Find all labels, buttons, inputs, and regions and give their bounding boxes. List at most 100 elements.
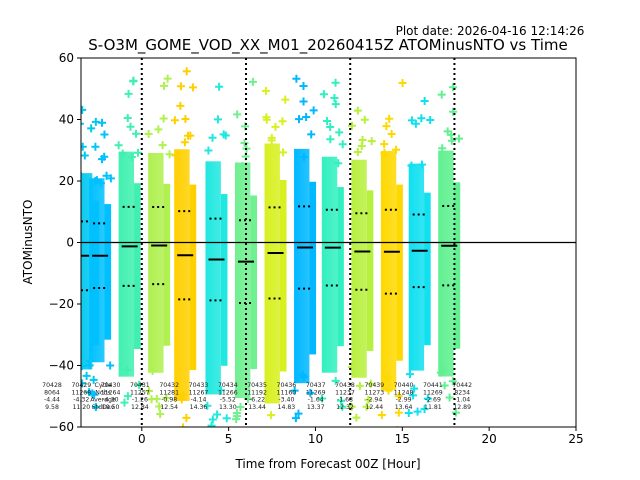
outlier-point <box>208 133 217 142</box>
outlier-point <box>426 115 435 124</box>
outlier-point <box>451 408 460 417</box>
cycle-std: 14.83 <box>278 404 296 411</box>
outlier-point <box>307 130 316 139</box>
cycle-annotation: 70440 11248 -2.99 13.64 <box>394 382 414 411</box>
outlier-point <box>156 410 165 419</box>
outlier-point <box>171 151 180 160</box>
cycle-id: 70436 <box>277 382 297 389</box>
scatter-body-secondary <box>250 195 257 370</box>
outlier-point <box>347 402 356 411</box>
scatter-body <box>408 163 425 371</box>
scatter-body <box>294 148 310 384</box>
outlier-point <box>233 110 242 119</box>
outlier-point <box>210 436 218 444</box>
outlier-point <box>394 408 403 417</box>
outlier-point <box>445 393 454 402</box>
outlier-point <box>181 115 190 124</box>
cycle-std: 9.58 <box>45 404 59 411</box>
cycle-id: 70431 <box>130 382 150 389</box>
cycle-nobs: 11248 <box>394 389 414 396</box>
outlier-point <box>203 401 212 410</box>
scatter-body <box>51 185 66 353</box>
legend-header: Cycle Nobs Average StdDev <box>90 382 116 411</box>
outlier-point <box>68 126 76 134</box>
outlier-point <box>360 115 369 124</box>
outlier-point <box>380 140 389 149</box>
outlier-point <box>364 395 373 404</box>
outlier-point <box>215 82 224 91</box>
cycle-id: 70428 <box>42 382 62 389</box>
outlier-point <box>417 114 426 123</box>
outlier-point <box>85 356 94 365</box>
y-axis-label: ATOMinusNTO <box>21 200 35 285</box>
outlier-point <box>162 393 171 402</box>
outlier-point <box>154 125 163 134</box>
outlier-point <box>279 148 288 157</box>
scatter-body-secondary <box>309 181 317 355</box>
outlier-point <box>213 115 222 124</box>
outlier-point <box>81 122 84 125</box>
outlier-point <box>281 95 290 104</box>
outlier-point <box>238 162 247 171</box>
cycle-avg: -2.94 <box>366 397 382 404</box>
outlier-point <box>129 76 138 85</box>
plot-area <box>51 58 576 449</box>
outlier-point <box>241 439 249 447</box>
outlier-point <box>207 421 216 427</box>
scatter-body <box>438 150 454 377</box>
legend-header-item: Cycle <box>95 382 112 389</box>
outlier-point <box>353 148 362 157</box>
outlier-point <box>454 134 463 143</box>
outlier-point <box>294 409 303 418</box>
x-axis-label: Time from Forecast 00Z [Hour] <box>234 457 420 471</box>
outlier-point <box>176 82 185 91</box>
outlier-point <box>176 101 185 110</box>
scatter-body <box>174 149 190 401</box>
cycle-id: 70435 <box>247 382 267 389</box>
outlier-point <box>334 159 343 168</box>
outlier-point <box>355 381 364 390</box>
outlier-point <box>410 384 419 393</box>
outlier-point <box>182 413 191 422</box>
outlier-point <box>81 105 87 114</box>
outlier-point <box>82 371 91 380</box>
cycle-nobs: 11257 <box>130 389 150 396</box>
y-tick-label: 40 <box>59 113 74 127</box>
plot-date: Plot date: 2026-04-16 12:14:26 <box>396 24 585 38</box>
cycle-avg: -0.98 <box>161 397 177 404</box>
outlier-point <box>170 116 179 125</box>
cycle-annotation: 70433 11267 -4.14 14.36 <box>189 382 209 411</box>
outlier-point <box>59 160 67 168</box>
outlier-point <box>123 392 132 401</box>
y-tick-label: 60 <box>59 51 74 65</box>
outlier-point <box>81 379 87 388</box>
cycle-avg: -3.40 <box>278 397 294 404</box>
scatter-body-secondary <box>104 204 112 340</box>
scatter-body <box>205 161 221 395</box>
cycle-id: 70441 <box>423 382 443 389</box>
cycle-std: 13.64 <box>395 404 413 411</box>
outlier-point <box>299 153 308 162</box>
cycle-nobs: 11273 <box>364 389 384 396</box>
outlier-point <box>438 144 447 153</box>
scatter-body-secondary <box>279 179 287 372</box>
outlier-point <box>338 402 347 411</box>
outlier-point <box>123 365 132 374</box>
cycle-annotation: 70435 11192 -6.22 13.44 <box>247 382 267 411</box>
cycle-nobs: 11269 <box>306 389 326 396</box>
legend-header-item: Average <box>90 397 116 404</box>
outlier-point <box>222 414 231 423</box>
cycle-std: 13.30 <box>219 404 237 411</box>
cycle-nobs: 11281 <box>159 389 179 396</box>
outlier-point <box>250 441 258 449</box>
scatter-body <box>148 152 164 373</box>
cycle-nobs: 8064 <box>44 389 60 396</box>
outlier-point <box>208 415 217 424</box>
outlier-point <box>330 93 339 102</box>
chart-title: S-O3M_GOME_VOD_XX_M01_20260415Z ATOMinus… <box>88 36 567 55</box>
cycle-nobs: 11264 <box>101 389 121 396</box>
outlier-point <box>134 148 143 157</box>
scatter-body-secondary <box>396 184 403 361</box>
cycle-nobs: 11160 <box>277 389 297 396</box>
